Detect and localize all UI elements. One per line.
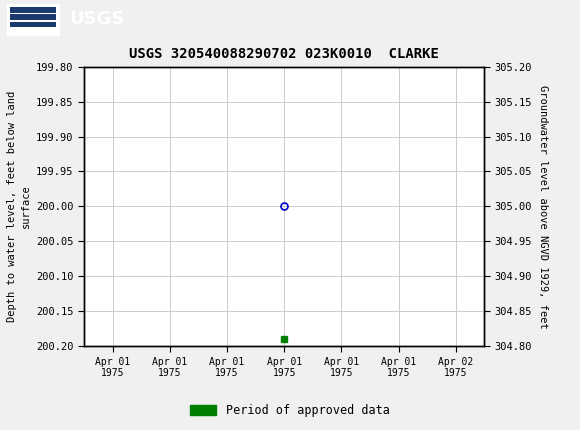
FancyBboxPatch shape xyxy=(10,22,56,28)
Y-axis label: Depth to water level, feet below land
surface: Depth to water level, feet below land su… xyxy=(8,91,31,322)
FancyBboxPatch shape xyxy=(7,4,59,35)
Y-axis label: Groundwater level above NGVD 1929, feet: Groundwater level above NGVD 1929, feet xyxy=(538,85,548,328)
Text: USGS: USGS xyxy=(70,10,125,28)
FancyBboxPatch shape xyxy=(10,14,56,20)
Legend: Period of approved data: Period of approved data xyxy=(186,399,394,422)
Title: USGS 320540088290702 023K0010  CLARKE: USGS 320540088290702 023K0010 CLARKE xyxy=(129,47,439,61)
FancyBboxPatch shape xyxy=(10,7,56,12)
